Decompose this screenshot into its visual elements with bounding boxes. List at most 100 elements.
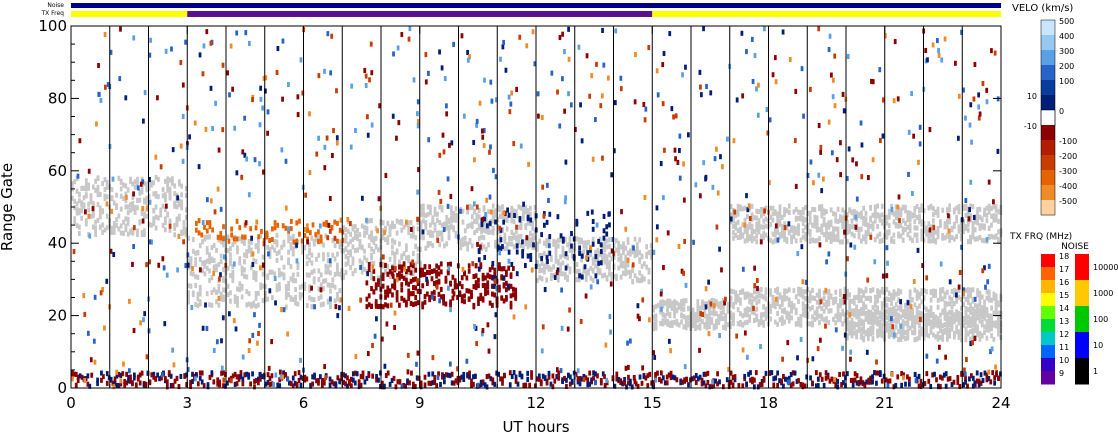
ground-scatter-cell (322, 256, 325, 262)
ground-scatter-cell (864, 316, 868, 322)
velocity-cell (954, 60, 957, 66)
ground-scatter-cell (941, 288, 945, 294)
ground-scatter-cell (948, 233, 952, 239)
velocity-cell (632, 245, 635, 251)
ground-scatter-cell (771, 205, 775, 211)
ground-scatter-cell (811, 304, 814, 311)
ground-scatter-cell (955, 214, 959, 221)
ground-scatter-cell (869, 311, 873, 317)
ground-scatter-cell (447, 224, 451, 230)
velocity-cell (482, 143, 486, 149)
velocity-cell (495, 370, 499, 376)
velocity-cell (421, 267, 425, 273)
velocity-cell (857, 381, 861, 387)
ground-scatter-cell (301, 292, 304, 298)
ground-scatter-cell (138, 189, 142, 195)
ground-scatter-cell (365, 229, 369, 235)
ground-scatter-cell (971, 327, 975, 333)
ground-scatter-cell (426, 204, 430, 210)
velocity-cell (787, 221, 791, 227)
velocity-cell (456, 379, 460, 385)
velocity-cell (580, 376, 584, 382)
ground-scatter-cell (477, 214, 481, 220)
velocity-cell (262, 75, 266, 81)
ground-scatter-cell (894, 311, 898, 317)
ground-scatter-cell (705, 301, 709, 307)
velocity-cell (570, 378, 574, 384)
ground-scatter-cell (419, 205, 423, 211)
ground-scatter-cell (601, 255, 604, 261)
velocity-cell (630, 384, 634, 390)
ground-scatter-cell (540, 276, 544, 282)
velocity-cell (502, 210, 506, 216)
ground-scatter-cell (997, 229, 1000, 235)
ground-scatter-cell (673, 309, 676, 315)
ground-scatter-cell (157, 176, 160, 182)
velocity-cell (449, 193, 453, 199)
velocity-cell (925, 353, 929, 359)
velocity-cell (631, 262, 635, 268)
ground-scatter-cell (308, 257, 311, 263)
velocity-cell (824, 370, 828, 376)
velocity-cell (791, 381, 795, 387)
velocity-cell (276, 222, 280, 228)
ground-scatter-cell (205, 265, 209, 271)
velocity-cell (400, 295, 404, 301)
ground-scatter-cell (780, 214, 784, 220)
velocity-cell (698, 374, 702, 380)
ground-scatter-cell (164, 195, 167, 201)
velocity-cell (256, 340, 259, 346)
velocity-cell (753, 384, 756, 390)
ground-scatter-cell (899, 223, 903, 229)
velocity-cell (483, 254, 487, 261)
ground-scatter-cell (594, 249, 597, 255)
ground-scatter-cell (866, 319, 870, 325)
ground-scatter-cell (932, 206, 935, 212)
ground-scatter-cell (294, 300, 297, 306)
velocity-cell (443, 373, 446, 380)
ground-scatter-cell (971, 316, 975, 322)
ground-scatter-cell (210, 256, 214, 262)
ground-scatter-cell (440, 236, 444, 242)
velocity-cell (906, 374, 909, 380)
velocity-cell (365, 296, 369, 302)
velocity-cell (322, 378, 326, 384)
velocity-cell (897, 194, 901, 200)
ground-scatter-cell (418, 234, 422, 240)
velocity-cell (308, 230, 312, 236)
ground-scatter-cell (983, 211, 986, 217)
velocity-cell (642, 374, 646, 380)
ground-scatter-cell (818, 313, 821, 319)
ground-scatter-cell (222, 267, 225, 273)
velocity-cell (585, 53, 589, 59)
ground-scatter-cell (746, 230, 749, 236)
velocity-cell (774, 79, 778, 85)
ground-scatter-cell (640, 274, 644, 280)
ground-scatter-cell (666, 301, 669, 307)
ground-scatter-cell (813, 316, 817, 322)
ground-scatter-cell (381, 220, 385, 226)
ground-scatter-cell (922, 318, 926, 324)
ground-scatter-cell (906, 322, 910, 328)
ground-scatter-cell (753, 310, 756, 316)
ground-scatter-cell (219, 253, 223, 259)
velocity-cell (462, 371, 466, 377)
velocity-cell (663, 380, 667, 386)
velocity-cell (381, 384, 384, 390)
velocity-cell (627, 374, 630, 380)
ground-scatter-cell (124, 204, 128, 210)
velocity-cell (206, 384, 210, 390)
velocity-cell (101, 287, 104, 293)
velocity-cell (689, 377, 692, 383)
ground-scatter-cell (811, 295, 814, 301)
ground-scatter-cell (815, 227, 819, 233)
ground-scatter-cell (927, 205, 931, 211)
ground-scatter-cell (554, 254, 558, 260)
velocity-cell (154, 376, 158, 382)
velocity-cell (115, 373, 119, 379)
ground-scatter-cell (880, 312, 884, 318)
velocity-cell (442, 297, 445, 303)
ground-scatter-cell (859, 332, 863, 338)
ground-scatter-cell (164, 216, 167, 222)
ground-scatter-cell (522, 205, 525, 211)
